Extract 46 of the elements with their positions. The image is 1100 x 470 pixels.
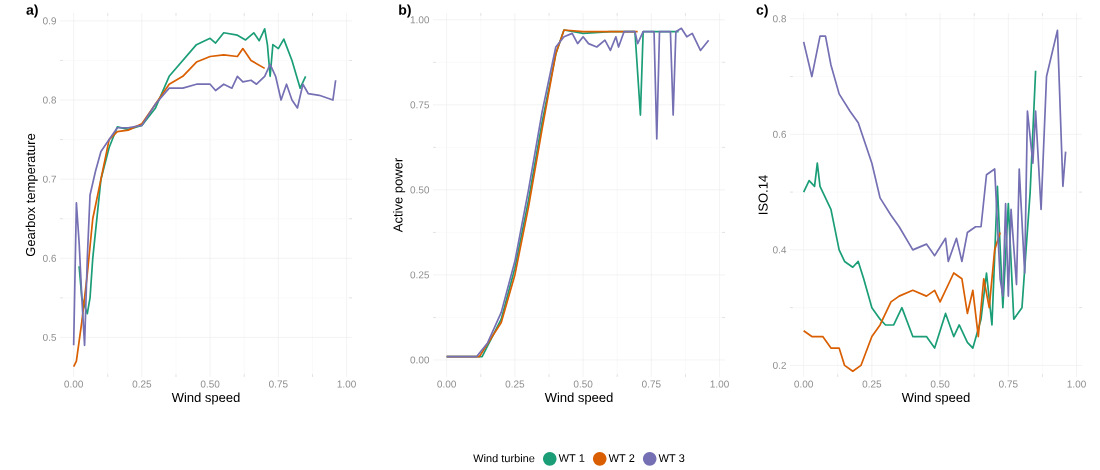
line-series [802,69,1037,349]
x-tick-label: 1.00 [337,380,356,388]
x-axis-title: Wind speed [901,392,970,405]
y-tick-label: 0.00 [410,356,430,364]
line-series [802,29,1067,297]
y-tick-label: 0.4 [772,246,787,254]
y-tick-label: 0.25 [410,271,430,279]
y-tick-label: 0.7 [42,175,56,183]
line-series [802,231,1001,373]
x-tick-label: 0.25 [862,380,882,388]
x-tick-label: 0.50 [573,380,593,388]
y-tick-label: 0.5 [42,333,57,341]
y-tick-label: 1.00 [410,16,430,24]
x-tick-label: 0.50 [200,380,220,388]
x-tick-label: 1.00 [710,380,729,388]
y-axis-title: ISO.14 [758,175,768,215]
y-tick-label: 0.9 [42,17,57,25]
y-tick-label: 0.6 [42,254,57,262]
legend-label: WT 2 [608,454,635,462]
x-tick-label: 1.00 [1067,380,1086,388]
x-axis-title: Wind speed [544,392,613,405]
x-axis-title: Wind speed [171,392,240,405]
chart-title: b) [399,4,411,18]
x-tick-label: 0.00 [64,380,83,388]
y-axis-title: Active power [393,158,406,233]
y-tick-label: 0.8 [772,15,787,23]
y-tick-label: 0.2 [772,361,786,369]
x-tick-label: 0.75 [641,380,661,388]
line-series [72,63,337,347]
x-tick-label: 0.25 [505,380,525,388]
chart-title: a) [26,4,38,18]
legend-title: Wind turbine [473,454,535,463]
y-axis-title: Gearbox temperature [25,133,38,257]
legend-label: WT 3 [658,454,685,463]
chart-title: c) [756,4,768,18]
y-tick-label: 0.50 [410,186,430,194]
x-tick-label: 0.00 [794,380,813,388]
y-tick-label: 0.75 [410,101,430,109]
x-tick-label: 0.50 [930,380,950,388]
y-tick-label: 0.6 [772,130,787,138]
x-tick-label: 0.25 [132,380,152,388]
y-tick-label: 0.8 [42,96,57,104]
legend-label: WT 1 [558,454,585,462]
x-tick-label: 0.75 [268,380,288,388]
x-tick-label: 0.00 [437,380,456,388]
x-tick-label: 0.75 [998,380,1018,388]
